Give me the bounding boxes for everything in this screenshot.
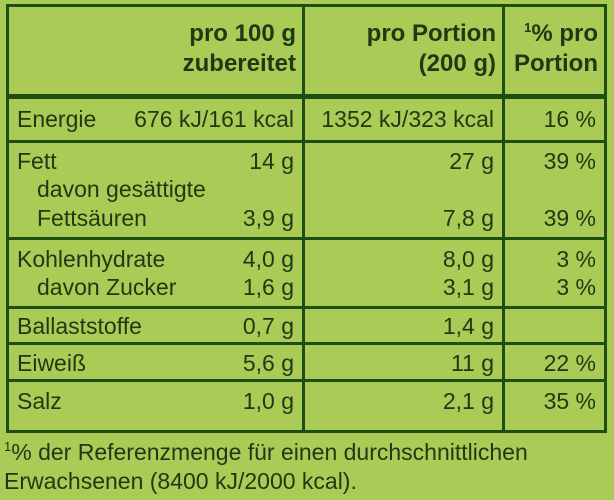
header-per-portion: pro Portion (200 g): [305, 7, 505, 99]
row-eiweiss-pct: 22 %: [543, 350, 596, 376]
row-energie-portion-cell: 1352 kJ/323 kcal: [305, 99, 505, 143]
row-energie-label: Energie: [17, 106, 97, 132]
header-per-portion-line1: pro Portion: [366, 20, 496, 47]
row-kh-label-cell: Kohlenhydrate 4,0 g davon Zucker 1,6 g: [9, 240, 305, 309]
row-salz-per100: 1,0 g: [242, 388, 294, 414]
header-percent-sup: 1: [524, 20, 532, 35]
row-energie-pct-cell: 16 %: [505, 99, 604, 143]
row-eiweiss-portion-cell: 11 g: [305, 345, 505, 382]
row-eiweiss-portion: 11 g: [450, 350, 494, 376]
row-eiweiss-label: Eiweiß: [17, 350, 87, 376]
header-per-100g-line1: pro 100 g: [189, 20, 296, 47]
row-eiweiss-per100: 5,6 g: [242, 350, 294, 376]
header-per-100g: pro 100 g zubereitet: [9, 7, 305, 99]
row-eiweiss-pct-cell: 22 %: [505, 345, 604, 382]
row-fett-pct: 39 %: [543, 148, 596, 174]
row-fett-sub2-per100: 3,9 g: [242, 205, 294, 231]
row-zucker-portion: 3,1 g: [442, 274, 494, 300]
row-fett-sub2-portion: 7,8 g: [442, 205, 494, 231]
row-ballast-pct-cell: [505, 309, 604, 345]
row-energie-pct: 16 %: [543, 106, 596, 132]
row-zucker-pct: 3 %: [556, 274, 596, 300]
row-kh-portion: 8,0 g: [442, 246, 494, 272]
row-fett-label-cell: Fett 14 g davon gesättigte Fettsäuren 3,…: [9, 143, 305, 240]
row-salz-portion: 2,1 g: [442, 388, 494, 414]
row-fett-pct-cell: 39 % 39 %: [505, 143, 604, 240]
row-ballast-per100: 0,7 g: [242, 313, 294, 339]
row-salz-pct-cell: 35 %: [505, 382, 604, 430]
row-ballast-label: Ballaststoffe: [17, 313, 142, 339]
row-ballast-portion-cell: 1,4 g: [305, 309, 505, 345]
row-fett-per100: 14 g: [249, 148, 294, 174]
row-fett-label: Fett: [17, 148, 57, 174]
header-percent-portion: 1% pro Portion: [505, 7, 604, 99]
row-energie-per100: 676 kJ/161 kcal: [134, 106, 294, 132]
row-eiweiss-label-cell: Eiweiß 5,6 g: [9, 345, 305, 382]
row-energie-portion: 1352 kJ/323 kcal: [321, 106, 494, 132]
row-kh-portion-cell: 8,0 g 3,1 g: [305, 240, 505, 309]
row-energie-label-cell: Energie 676 kJ/161 kcal: [9, 99, 305, 143]
row-kh-pct-cell: 3 % 3 %: [505, 240, 604, 309]
row-salz-label: Salz: [17, 388, 62, 414]
footnote: 1% der Referenzmenge für einen durchschn…: [4, 438, 528, 496]
header-percent-line2: Portion: [514, 50, 598, 77]
row-kh-pct: 3 %: [556, 246, 596, 272]
row-kh-per100: 4,0 g: [242, 246, 294, 272]
row-salz-pct: 35 %: [543, 388, 596, 414]
header-per-portion-line2: (200 g): [418, 50, 496, 77]
row-salz-label-cell: Salz 1,0 g: [9, 382, 305, 430]
footnote-line1-text: % der Referenzmenge für einen durchschni…: [11, 439, 528, 465]
footnote-line2: Erwachsenen (8400 kJ/2000 kcal).: [4, 468, 357, 494]
row-zucker-per100: 1,6 g: [242, 274, 294, 300]
row-zucker-label: davon Zucker: [37, 274, 177, 300]
row-fett-portion: 27 g: [449, 148, 494, 174]
footnote-sup: 1: [4, 439, 12, 454]
row-ballast-label-cell: Ballaststoffe 0,7 g: [9, 309, 305, 345]
row-ballast-portion: 1,4 g: [442, 313, 494, 339]
row-fett-sub2-label: Fettsäuren: [37, 205, 147, 231]
row-fett-sub1-label: davon gesättigte: [37, 176, 206, 202]
footnote-line1: 1% der Referenzmenge für einen durchschn…: [4, 438, 528, 467]
row-fett-portion-cell: 27 g 7,8 g: [305, 143, 505, 240]
header-per-100g-line2: zubereitet: [182, 50, 296, 77]
row-salz-portion-cell: 2,1 g: [305, 382, 505, 430]
row-kh-label: Kohlenhydrate: [17, 246, 166, 272]
header-percent-text: % pro: [531, 20, 598, 47]
nutrition-table: pro 100 g zubereitet pro Portion (200 g)…: [6, 4, 607, 433]
header-percent-line1: 1% pro: [505, 19, 598, 49]
row-fett-sub2-pct: 39 %: [543, 205, 596, 231]
